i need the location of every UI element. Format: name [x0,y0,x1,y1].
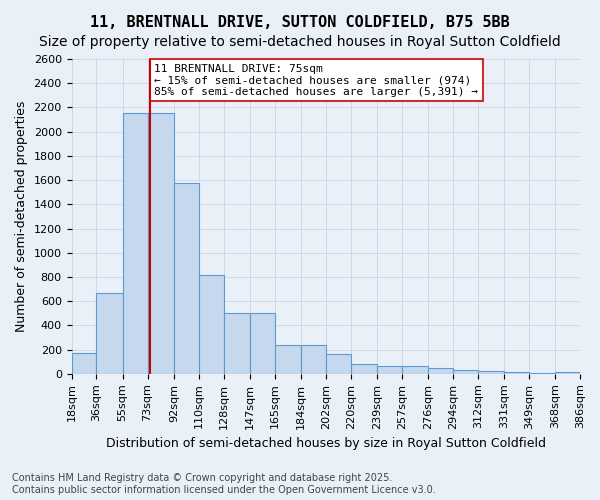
Bar [326,354,350,374]
Text: Contains HM Land Registry data © Crown copyright and database right 2025.
Contai: Contains HM Land Registry data © Crown c… [12,474,436,495]
Text: 11, BRENTNALL DRIVE, SUTTON COLDFIELD, B75 5BB: 11, BRENTNALL DRIVE, SUTTON COLDFIELD, B… [90,15,510,30]
Bar [504,372,529,374]
Bar [301,345,326,374]
Bar [350,364,377,374]
Bar [453,370,478,374]
Bar [148,114,174,374]
Bar [402,366,428,374]
Bar [71,352,97,374]
Bar [377,366,402,374]
Bar [478,372,504,374]
Bar [529,372,555,374]
Bar [97,292,122,374]
Text: Size of property relative to semi-detached houses in Royal Sutton Coldfield: Size of property relative to semi-detach… [39,35,561,49]
Bar [555,372,580,374]
Bar [122,114,148,374]
X-axis label: Distribution of semi-detached houses by size in Royal Sutton Coldfield: Distribution of semi-detached houses by … [106,437,546,450]
Bar [428,368,453,374]
Bar [250,314,275,374]
Bar [224,314,250,374]
Text: 11 BRENTNALL DRIVE: 75sqm
← 15% of semi-detached houses are smaller (974)
85% of: 11 BRENTNALL DRIVE: 75sqm ← 15% of semi-… [154,64,478,97]
Bar [199,274,224,374]
Y-axis label: Number of semi-detached properties: Number of semi-detached properties [15,100,28,332]
Bar [174,183,199,374]
Bar [275,345,301,374]
